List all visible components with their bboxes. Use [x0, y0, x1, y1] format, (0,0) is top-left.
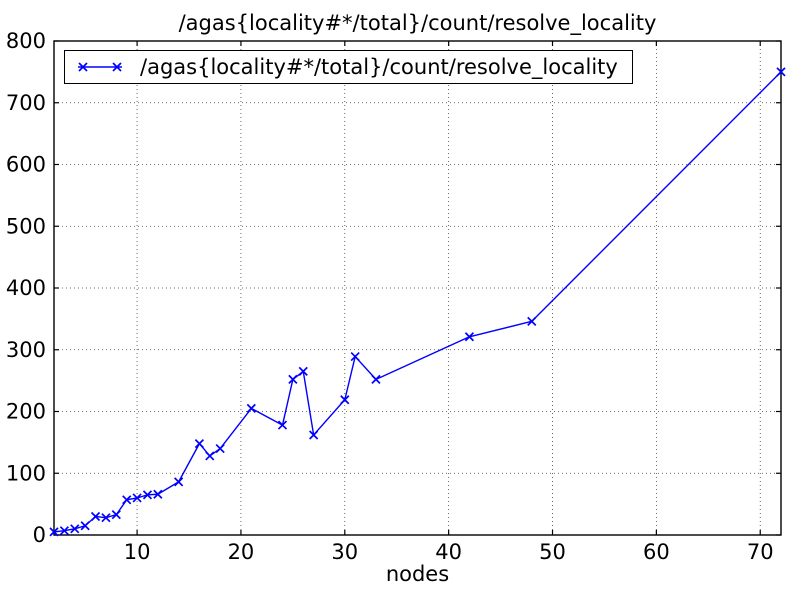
legend-label: /agas{locality#*/total}/count/resolve_lo…	[140, 55, 618, 79]
y-tick-label: 800	[6, 29, 46, 53]
x-tick-label: 10	[124, 540, 151, 564]
y-tick-label: 700	[6, 91, 46, 115]
plot-border	[53, 40, 782, 536]
x-tick-label: 60	[643, 540, 670, 564]
x-marker-icon	[90, 511, 101, 522]
y-tick-label: 200	[6, 400, 46, 424]
x-marker-icon	[142, 490, 153, 500]
x-marker-icon	[205, 451, 215, 461]
legend: /agas{locality#*/total}/count/resolve_lo…	[64, 50, 633, 84]
x-tick-label: 30	[331, 540, 358, 564]
x-marker-icon	[80, 521, 90, 531]
x-marker-icon	[59, 526, 69, 536]
x-marker-icon	[49, 527, 59, 537]
x-marker-icon	[527, 316, 537, 326]
chart-title: /agas{locality#*/total}/count/resolve_lo…	[178, 11, 657, 35]
x-marker-icon	[153, 489, 163, 499]
x-marker-icon	[776, 67, 786, 77]
x-tick-label: 40	[435, 540, 462, 564]
x-marker-icon	[194, 439, 205, 449]
x-marker-icon	[246, 403, 256, 414]
x-marker-icon	[277, 420, 288, 430]
legend-line-sample x-marker-icon	[78, 62, 122, 72]
x-marker-icon	[101, 513, 111, 523]
x-marker-icon	[122, 495, 132, 505]
x-marker-icon	[215, 443, 225, 454]
y-tick-label: 100	[6, 461, 46, 485]
y-tick-label: 600	[6, 153, 46, 177]
x-marker-icon	[298, 366, 308, 376]
x-marker-icon	[132, 493, 142, 503]
x-tick-label: 70	[747, 540, 774, 564]
x-axis-label: nodes	[385, 562, 450, 586]
x-marker-icon	[288, 374, 298, 384]
x-marker-icon	[464, 332, 475, 342]
series-line	[53, 71, 782, 533]
x-marker-icon	[350, 351, 360, 362]
y-tick-label: 500	[6, 214, 46, 238]
x-marker-icon	[174, 477, 184, 487]
x-marker-icon	[340, 395, 350, 405]
y-tick-label: 300	[6, 338, 46, 362]
x-marker-icon	[70, 524, 80, 534]
x-tick-label: 20	[228, 540, 255, 564]
y-tick-label: 0	[33, 523, 46, 547]
x-marker-icon	[371, 374, 381, 384]
x-marker-icon	[111, 510, 121, 520]
y-tick-label: 400	[6, 276, 46, 300]
x-marker-icon	[309, 430, 319, 440]
x-tick-label: 50	[539, 540, 566, 564]
